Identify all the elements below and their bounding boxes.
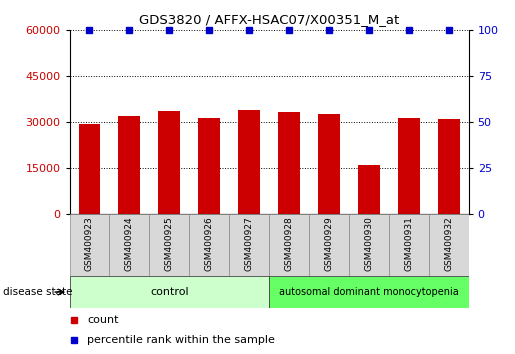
Bar [118, 116, 141, 214]
Bar [229, 214, 269, 276]
Bar [389, 214, 428, 276]
Text: GSM400930: GSM400930 [365, 216, 373, 272]
Bar [349, 214, 389, 276]
Bar [189, 214, 229, 276]
Text: GSM400932: GSM400932 [444, 217, 453, 271]
Text: GSM400928: GSM400928 [285, 217, 294, 271]
Text: percentile rank within the sample: percentile rank within the sample [88, 335, 276, 345]
Bar [70, 214, 109, 276]
Text: GSM400927: GSM400927 [245, 217, 253, 271]
Text: GSM400929: GSM400929 [324, 217, 333, 271]
Bar [70, 276, 269, 308]
Text: GSM400931: GSM400931 [404, 216, 413, 272]
Text: count: count [88, 315, 119, 325]
Title: GDS3820 / AFFX-HSAC07/X00351_M_at: GDS3820 / AFFX-HSAC07/X00351_M_at [139, 13, 399, 26]
Bar [309, 214, 349, 276]
Text: GSM400925: GSM400925 [165, 217, 174, 271]
Bar [78, 124, 100, 214]
Bar [398, 118, 420, 214]
Bar [149, 214, 190, 276]
Text: GSM400926: GSM400926 [205, 217, 214, 271]
Bar [318, 114, 340, 214]
Text: GSM400923: GSM400923 [85, 217, 94, 271]
Text: GSM400924: GSM400924 [125, 217, 134, 271]
Bar [278, 112, 300, 214]
Bar [269, 214, 309, 276]
Bar [269, 276, 469, 308]
Bar [438, 119, 460, 214]
Text: autosomal dominant monocytopenia: autosomal dominant monocytopenia [279, 287, 459, 297]
Bar [428, 214, 469, 276]
Bar [238, 110, 260, 214]
Bar [109, 214, 149, 276]
Text: control: control [150, 287, 188, 297]
Bar [158, 112, 180, 214]
Text: disease state: disease state [3, 287, 72, 297]
Bar [198, 118, 220, 214]
Bar [358, 165, 380, 214]
